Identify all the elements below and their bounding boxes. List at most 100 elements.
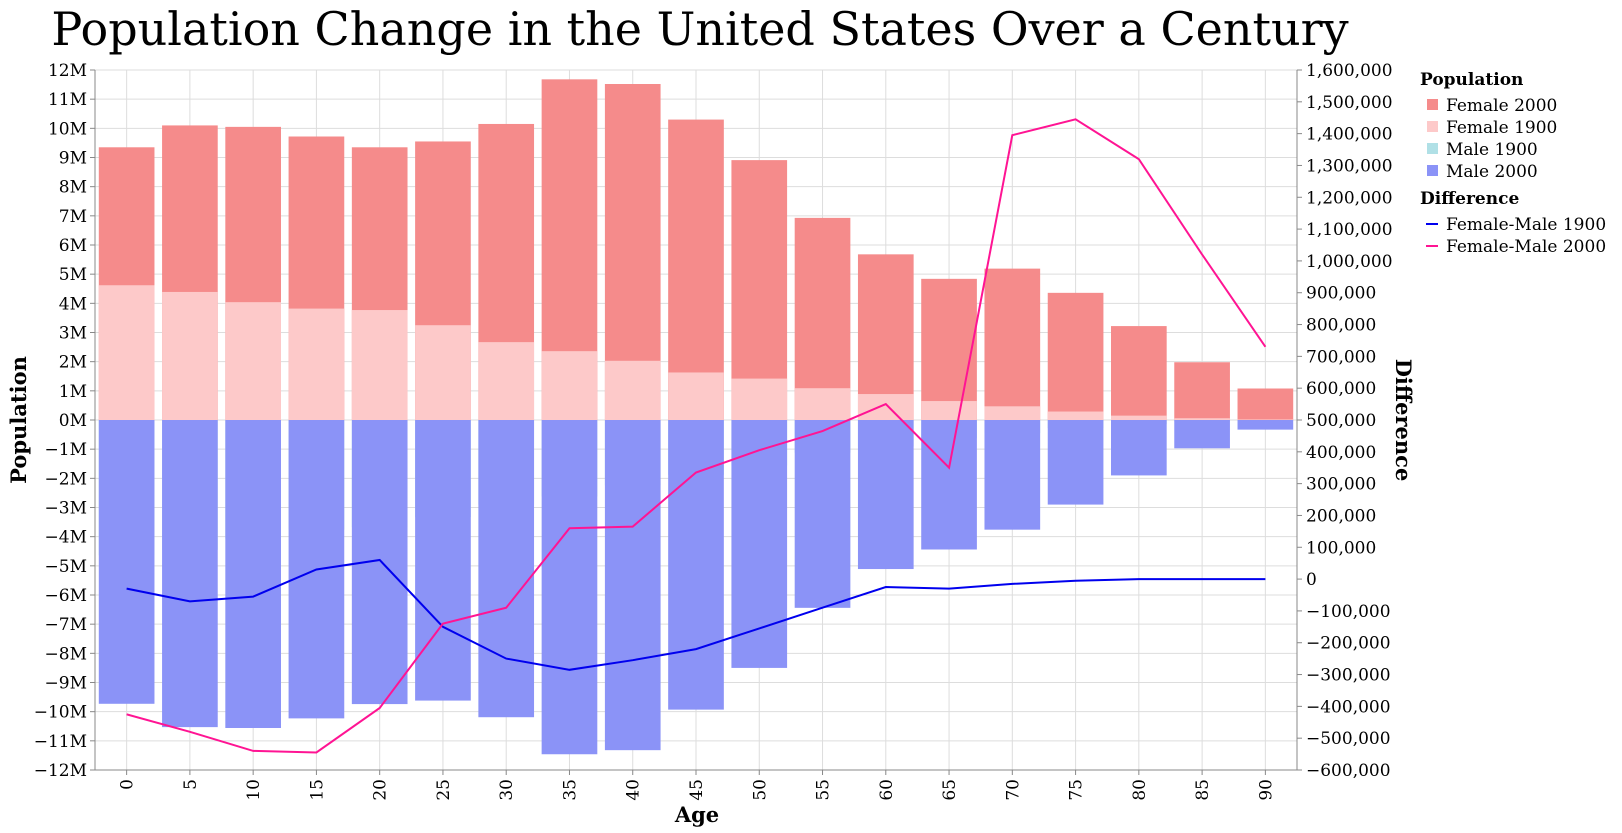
- x-tick-label: 40: [624, 779, 644, 801]
- bar: [731, 378, 788, 420]
- legend-swatch: [1427, 99, 1438, 110]
- bar: [1111, 420, 1167, 476]
- legend-label: Male 1900: [1446, 140, 1538, 160]
- y2-axis-title: Difference: [1391, 359, 1416, 482]
- y2-tick-label: −600,000: [1306, 761, 1391, 781]
- bar: [668, 119, 724, 420]
- y-tick-label: −6M: [45, 586, 87, 606]
- y2-tick-label: −400,000: [1306, 697, 1391, 717]
- bar: [857, 254, 914, 420]
- bar: [1111, 326, 1167, 420]
- x-tick-label: 80: [1130, 779, 1150, 801]
- bar: [225, 420, 281, 728]
- bar: [984, 406, 1041, 420]
- bar: [1237, 388, 1294, 420]
- y-tick-label: −2M: [45, 469, 87, 489]
- bar: [1047, 420, 1104, 505]
- y-tick-label: 8M: [59, 178, 87, 198]
- bar: [857, 394, 914, 420]
- y-tick-label: −1M: [45, 440, 87, 460]
- x-tick-label: 20: [371, 779, 391, 801]
- bar: [415, 325, 471, 420]
- y-tick-label: 9M: [59, 149, 87, 169]
- y2-tick-label: 1,200,000: [1306, 188, 1393, 208]
- legend-swatch: [1427, 143, 1438, 154]
- chart-title: Population Change in the United States O…: [51, 2, 1348, 56]
- y-axis-title: Population: [6, 356, 31, 484]
- y2-tick-label: 1,500,000: [1306, 93, 1393, 113]
- legend-label: Female 1900: [1446, 118, 1557, 138]
- x-tick-label: 30: [497, 779, 517, 801]
- bar: [794, 217, 851, 420]
- y2-tick-label: 1,400,000: [1306, 125, 1393, 145]
- y-tick-label: −9M: [45, 674, 87, 694]
- x-tick-label: 90: [1256, 779, 1276, 801]
- x-tick-label: 0: [118, 779, 138, 790]
- x-tick-label: 65: [940, 779, 960, 801]
- y2-tick-label: 700,000: [1306, 347, 1376, 367]
- y2-tick-label: 900,000: [1306, 284, 1376, 304]
- y2-tick-label: 500,000: [1306, 411, 1376, 431]
- bar: [225, 302, 281, 420]
- bar: [731, 420, 788, 668]
- y-tick-label: 3M: [59, 324, 87, 344]
- bar: [351, 310, 408, 420]
- bar: [162, 291, 218, 420]
- bar: [541, 420, 598, 755]
- bar: [1174, 362, 1230, 420]
- y2-tick-label: 400,000: [1306, 443, 1376, 463]
- y2-tick-label: 1,000,000: [1306, 252, 1393, 272]
- legend-label: Female-Male 2000: [1446, 237, 1606, 257]
- y-tick-label: −7M: [45, 615, 87, 635]
- y-tick-label: −4M: [45, 528, 87, 548]
- y2-tick-label: −500,000: [1306, 729, 1391, 749]
- bar: [1047, 411, 1104, 420]
- difference-line: [126, 558, 1266, 671]
- legend-label: Female 2000: [1446, 96, 1557, 116]
- y-tick-label: 6M: [59, 236, 87, 256]
- x-tick-label: 75: [1067, 779, 1087, 801]
- y-tick-label: 4M: [59, 294, 87, 314]
- y-tick-label: 12M: [48, 61, 87, 81]
- y-tick-label: −11M: [34, 732, 87, 752]
- bar: [921, 401, 977, 420]
- bar: [794, 388, 851, 420]
- bar: [98, 420, 155, 704]
- bar: [98, 285, 155, 420]
- y-tick-label: 1M: [59, 382, 87, 402]
- x-tick-label: 85: [1193, 779, 1213, 801]
- y-tick-label: 2M: [59, 353, 87, 373]
- y2-tick-label: 200,000: [1306, 506, 1376, 526]
- bar: [478, 420, 535, 718]
- difference-lines: [126, 118, 1267, 754]
- y-tick-label: 0M: [59, 411, 87, 431]
- bar: [415, 420, 471, 701]
- legend-title: Population: [1420, 70, 1523, 90]
- bar: [668, 372, 724, 420]
- bar: [794, 420, 851, 608]
- bar: [857, 420, 914, 570]
- y2-tick-label: 0: [1306, 570, 1317, 590]
- y-tick-label: −10M: [34, 703, 87, 723]
- bar: [604, 420, 661, 751]
- bar: [1237, 420, 1294, 430]
- x-axis-title: Age: [674, 802, 719, 827]
- bars: [98, 79, 1294, 755]
- x-tick-label: 5: [181, 779, 201, 790]
- bar: [1174, 418, 1230, 420]
- bar: [1111, 415, 1167, 420]
- y2-tick-label: −200,000: [1306, 634, 1391, 654]
- x-tick-label: 10: [244, 779, 264, 801]
- y2-tick-label: −100,000: [1306, 602, 1391, 622]
- bar: [604, 360, 661, 420]
- legend-swatch: [1427, 121, 1438, 132]
- y-tick-label: 11M: [48, 90, 87, 110]
- axes: 12M 11M 10M 9M 8M 7M 6M 5M 4M 3M 2M 1M 0M −1M −2M −3M −4…: [34, 61, 1393, 801]
- bar: [162, 420, 218, 728]
- x-tick-label: 25: [434, 779, 454, 801]
- bar: [921, 420, 977, 550]
- x-tick-label: 15: [307, 779, 327, 801]
- bar: [1237, 419, 1294, 420]
- legend-label: Male 2000: [1446, 162, 1538, 182]
